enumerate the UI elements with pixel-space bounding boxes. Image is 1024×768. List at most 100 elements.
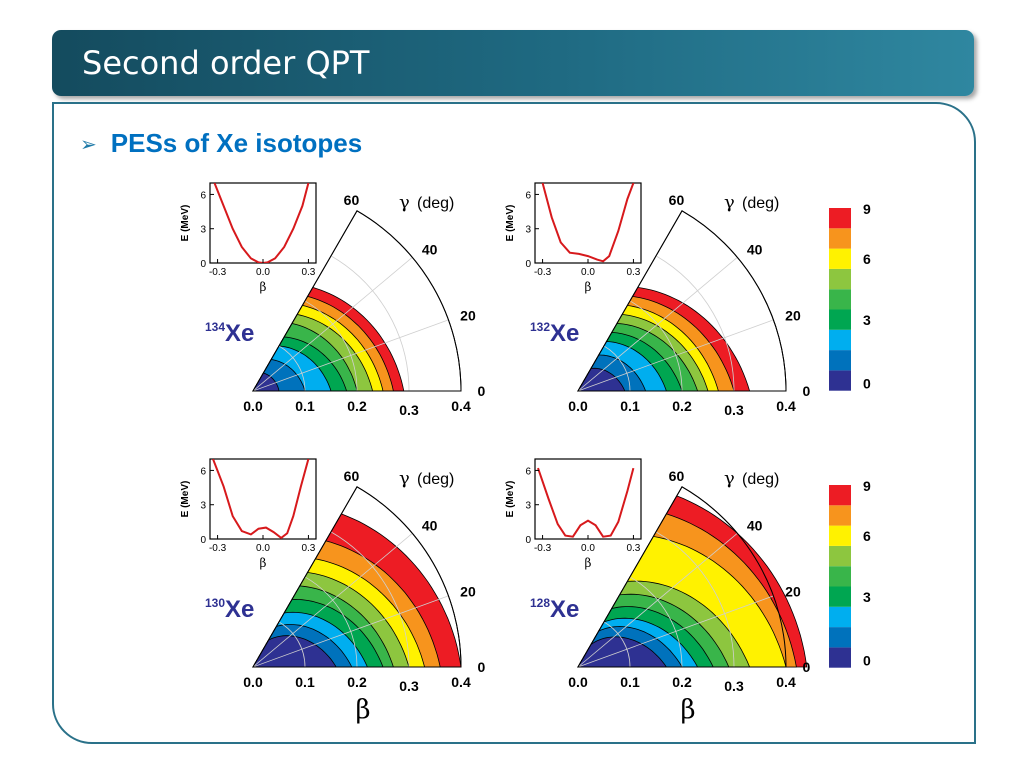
beta-tick-label: 0.3: [724, 678, 744, 694]
pes-wedge-border: [577, 486, 787, 668]
slide-title: Second order QPT: [82, 44, 370, 82]
colorbar-swatch: [829, 289, 851, 310]
pes-grid-arc: [629, 576, 683, 668]
beta-tick-label: 0.4: [776, 674, 796, 690]
inset-energy-curve: [213, 183, 310, 263]
beta-tick-label: 0.0: [243, 674, 263, 690]
inset-x-tick-label: 0.3: [301, 267, 315, 278]
colorbar-swatch: [829, 350, 851, 371]
pes-grid-arc: [304, 300, 358, 392]
beta-tick-label: 0.3: [399, 402, 419, 418]
gamma-tick-label: 60: [669, 192, 685, 208]
pes-grid-ray: [577, 319, 774, 392]
inset-y-tick-label: 0: [200, 259, 206, 270]
pes-grid-ray: [252, 256, 413, 392]
inset-energy-curve: [541, 183, 635, 263]
colorbar-swatch: [829, 505, 851, 526]
isotope-mass: 130: [205, 596, 225, 610]
pes-grid-arc: [330, 531, 410, 668]
inset-x-tick-label: -0.3: [209, 543, 227, 554]
beta-tick-label: 0.4: [451, 674, 471, 690]
beta-tick-label: 0.0: [243, 398, 263, 414]
inset-x-tick-label: 0.0: [581, 543, 595, 554]
inset-frame: [534, 458, 642, 540]
colorbar: 0 3 6 9: [829, 201, 871, 392]
inset-x-tick-label: 0.3: [626, 543, 640, 554]
gamma-axis-symbol: γ: [724, 192, 735, 213]
content-frame: [52, 102, 976, 744]
beta-axis-title: β: [680, 695, 695, 725]
colorbar-swatch: [829, 370, 851, 391]
isotope-label: 134Xe: [205, 320, 254, 347]
gamma-tick-label: 40: [747, 241, 763, 257]
inset-x-tick-label: 0.0: [256, 543, 270, 554]
gamma-axis-unit: (deg): [742, 471, 779, 488]
beta-tick-label: 0.1: [295, 674, 315, 690]
pes-grid-arc: [330, 255, 410, 392]
pes-grid-arc: [603, 621, 631, 668]
beta-tick-label: 0.3: [399, 678, 419, 694]
pes-grid-arc: [629, 300, 683, 392]
gamma-axis-unit: (deg): [417, 471, 454, 488]
inset-x-axis-title: β: [260, 280, 267, 294]
isotope-symbol: Xe: [550, 596, 579, 623]
gamma-tick-label: 20: [460, 584, 476, 600]
inset-x-axis-title: β: [585, 556, 592, 570]
gamma-tick-label: 20: [460, 308, 476, 324]
isotope-mass: 132: [530, 320, 550, 334]
colorbar-swatch: [829, 329, 851, 351]
inset-y-tick-label: 0: [525, 259, 531, 270]
pes-grid-ray: [252, 595, 449, 668]
gamma-tick-label: 20: [785, 308, 801, 324]
colorbar-swatch: [829, 485, 851, 506]
isotope-label: 130Xe: [205, 596, 254, 623]
isotope-label: 132Xe: [530, 320, 579, 347]
inset-frame: [534, 182, 642, 264]
title-bar: Second order QPT: [52, 30, 974, 96]
colorbar-tick-label: 3: [863, 589, 871, 605]
inset-energy-curve: [537, 467, 635, 538]
colorbar-tick-label: 9: [863, 201, 871, 217]
colorbar-tick-label: 6: [863, 251, 871, 267]
inset-y-tick-label: 6: [525, 190, 531, 201]
colorbar-swatch: [829, 566, 851, 587]
colorbar: 0 3 6 9: [829, 478, 871, 669]
inset-y-axis-title: E (MeV): [180, 481, 191, 518]
colorbar-swatch: [829, 545, 851, 567]
inset-frame: [209, 458, 317, 540]
inset-x-tick-label: 0.3: [626, 267, 640, 278]
pes-grid-ray: [577, 532, 738, 668]
pes-grid-ray: [252, 319, 449, 392]
inset-x-tick-label: 0.3: [301, 543, 315, 554]
beta-tick-label: 0.2: [347, 674, 367, 690]
gamma-tick-label: 60: [344, 192, 360, 208]
inset-y-tick-label: 3: [200, 225, 206, 236]
inset-y-tick-label: 3: [525, 501, 531, 512]
gamma-tick-label: 60: [344, 468, 360, 484]
colorbar-tick-label: 6: [863, 528, 871, 544]
pes-grid-arc: [603, 345, 631, 392]
pes-grid-arc: [278, 345, 306, 392]
isotope-symbol: Xe: [550, 320, 579, 347]
inset-y-axis-title: E (MeV): [505, 205, 516, 242]
gamma-tick-label: 0: [477, 383, 485, 399]
beta-tick-label: 0.3: [724, 402, 744, 418]
inset-x-tick-label: -0.3: [534, 267, 552, 278]
beta-tick-label: 0.2: [672, 674, 692, 690]
beta-tick-label: 0.2: [347, 398, 367, 414]
gamma-tick-label: 60: [669, 468, 685, 484]
pes-grid-arc: [655, 255, 735, 392]
isotope-symbol: Xe: [225, 596, 254, 623]
inset-y-axis-title: E (MeV): [505, 481, 516, 518]
gamma-axis-symbol: γ: [399, 468, 410, 489]
beta-tick-label: 0.1: [620, 398, 640, 414]
beta-tick-label: 0.2: [672, 398, 692, 414]
inset-x-tick-label: 0.0: [256, 267, 270, 278]
pes-grid-arc: [655, 531, 735, 668]
colorbar-swatch: [829, 586, 851, 607]
inset-y-tick-label: 6: [200, 190, 206, 201]
inset-x-axis-title: β: [585, 280, 592, 294]
isotope-mass: 128: [530, 596, 550, 610]
